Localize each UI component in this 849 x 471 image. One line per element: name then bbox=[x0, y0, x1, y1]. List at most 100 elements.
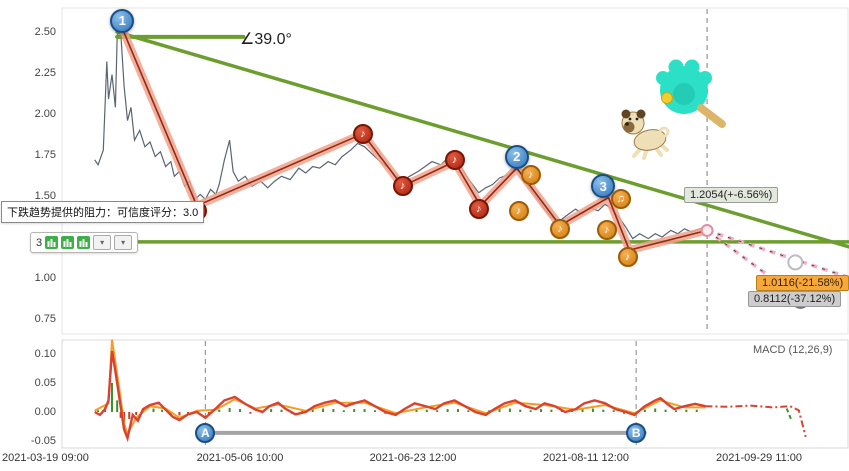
macd-histogram-bar bbox=[249, 412, 252, 414]
macd-tail-line bbox=[705, 404, 807, 438]
macd-histogram-bar bbox=[695, 409, 698, 412]
note-marker-orange[interactable]: ♪ bbox=[520, 164, 541, 185]
note-marker-orange[interactable]: ♫ bbox=[610, 189, 631, 210]
note-marker-orange[interactable]: ♪ bbox=[550, 218, 571, 239]
paw-fan-icon bbox=[656, 59, 726, 128]
macd-histogram-bar bbox=[415, 409, 418, 412]
macd-axis-label: 0.10 bbox=[34, 348, 56, 360]
macd-histogram-bar bbox=[218, 409, 221, 412]
main-panel-border bbox=[61, 7, 849, 335]
macd-histogram-bar bbox=[353, 409, 356, 412]
note-marker-red[interactable]: ♪ bbox=[468, 199, 489, 220]
macd-histogram-bar bbox=[529, 410, 532, 412]
macd-histogram-bar bbox=[116, 400, 119, 412]
projection-price-tag-lower: 0.8112(-37.12%) bbox=[748, 291, 842, 307]
phase-marker-3[interactable]: 3 bbox=[591, 174, 616, 199]
macd-histogram-bar bbox=[301, 410, 304, 412]
price-axis-label: 0.75 bbox=[34, 313, 56, 325]
macd-histogram-bar bbox=[674, 410, 677, 412]
macd-histogram-bar bbox=[550, 409, 553, 412]
time-axis-label: 2021-09-29 11:00 bbox=[715, 452, 803, 464]
macd-histogram-bar bbox=[270, 409, 273, 412]
macd-axis-label: 0.00 bbox=[34, 406, 56, 418]
dropdown-icon[interactable]: ▾ bbox=[114, 235, 133, 250]
time-axis-label: 2021-03-19 09:00 bbox=[2, 452, 89, 464]
bell-icon bbox=[661, 92, 673, 104]
macd-histogram-bar bbox=[363, 409, 366, 412]
macd-dif-line bbox=[94, 339, 706, 437]
phase-marker-1[interactable]: 1 bbox=[110, 8, 135, 33]
macd-histogram-bar bbox=[436, 410, 439, 412]
angle-label: ∠39.0° bbox=[240, 31, 292, 48]
projection-line-upper-overlay bbox=[706, 229, 846, 277]
range-marker-B[interactable]: B bbox=[626, 422, 647, 443]
marker-count-label: 3 bbox=[36, 236, 43, 249]
dog-sticker[interactable] bbox=[613, 53, 738, 176]
macd-histogram-bar bbox=[332, 409, 335, 412]
note-marker-red[interactable]: ♪ bbox=[352, 123, 373, 144]
macd-axis-label: 0.05 bbox=[34, 377, 56, 389]
macd-histogram-bar bbox=[119, 412, 122, 418]
macd-histogram-bar bbox=[239, 409, 241, 412]
zigzag-end-marker bbox=[700, 223, 714, 237]
price-axis-label: 1.75 bbox=[34, 149, 56, 161]
macd-histogram-bar bbox=[664, 409, 667, 412]
macd-histogram-bar bbox=[602, 409, 605, 412]
macd-histogram-bar bbox=[97, 410, 100, 412]
time-axis-label: 2021-08-11 12:00 bbox=[542, 452, 630, 464]
macd-histogram-bar bbox=[446, 409, 449, 412]
macd-histogram-bar bbox=[581, 409, 584, 412]
macd-indicator-label: MACD (12,26,9) bbox=[753, 344, 833, 356]
macd-panel-border bbox=[61, 339, 849, 449]
macd-axis-label: -0.05 bbox=[30, 435, 56, 447]
macd-histogram-bar bbox=[373, 410, 376, 412]
green-chart-icon[interactable] bbox=[61, 236, 75, 249]
macd-dea-line bbox=[94, 350, 706, 443]
trendline-price-tag: 1.2054(+-6.56%) bbox=[684, 187, 779, 203]
price-axis-label: 2.25 bbox=[34, 67, 56, 79]
macd-histogram-bar bbox=[110, 383, 113, 412]
macd-histogram-bar bbox=[187, 412, 190, 414]
macd-histogram-bar bbox=[654, 408, 657, 412]
macd-histogram-bar bbox=[685, 409, 688, 412]
phase-marker-2[interactable]: 2 bbox=[504, 144, 529, 169]
macd-histogram-bar bbox=[322, 408, 325, 412]
marker-toolbar[interactable]: 3 ▾ ▾ bbox=[30, 232, 139, 253]
macd-histogram-bar bbox=[280, 409, 283, 412]
macd-histogram-bar bbox=[161, 409, 164, 412]
price-axis-label: 2.50 bbox=[34, 26, 56, 38]
projection-target-upper[interactable] bbox=[787, 254, 804, 271]
price-axis-label: 2.00 bbox=[34, 108, 56, 120]
green-chart-icon[interactable] bbox=[77, 236, 91, 249]
dropdown-icon[interactable]: ▾ bbox=[93, 235, 112, 250]
note-marker-orange[interactable]: ♪ bbox=[617, 246, 638, 267]
range-marker-A[interactable]: A bbox=[195, 422, 216, 443]
time-axis-label: 2021-06-23 12:00 bbox=[369, 452, 457, 464]
note-marker-red[interactable]: ♪ bbox=[392, 176, 413, 197]
macd-histogram-bar bbox=[135, 412, 138, 415]
macd-histogram-bar bbox=[467, 410, 470, 412]
green-chart-icon[interactable] bbox=[45, 236, 59, 249]
macd-histogram-bar bbox=[643, 409, 646, 412]
resistance-tooltip: 下跌趋势提供的阻力：可信度评分：3.0 bbox=[1, 201, 205, 223]
trendline-descending[interactable] bbox=[115, 30, 849, 249]
macd-histogram-bar bbox=[152, 408, 155, 412]
macd-histogram-bar bbox=[623, 412, 626, 414]
macd-histogram-bar bbox=[128, 412, 131, 419]
note-marker-orange[interactable]: ♪ bbox=[508, 200, 529, 221]
macd-histogram-bar bbox=[519, 409, 522, 412]
macd-histogram-bar bbox=[178, 412, 181, 416]
projection-line-lower bbox=[706, 229, 802, 301]
note-marker-orange[interactable]: ♪ bbox=[596, 220, 617, 241]
macd-histogram-bar bbox=[425, 409, 428, 412]
macd-histogram-bar bbox=[228, 407, 231, 412]
projection-price-tag-upper: 1.0116(-21.58%) bbox=[756, 275, 849, 291]
macd-histogram-bar bbox=[498, 409, 501, 412]
macd-tail-green bbox=[785, 408, 793, 422]
price-axis-label: 1.00 bbox=[34, 272, 56, 284]
time-axis-label: 2021-05-06 10:00 bbox=[196, 452, 284, 464]
note-marker-red[interactable]: ♪ bbox=[444, 149, 465, 170]
macd-histogram-bar bbox=[311, 409, 314, 412]
